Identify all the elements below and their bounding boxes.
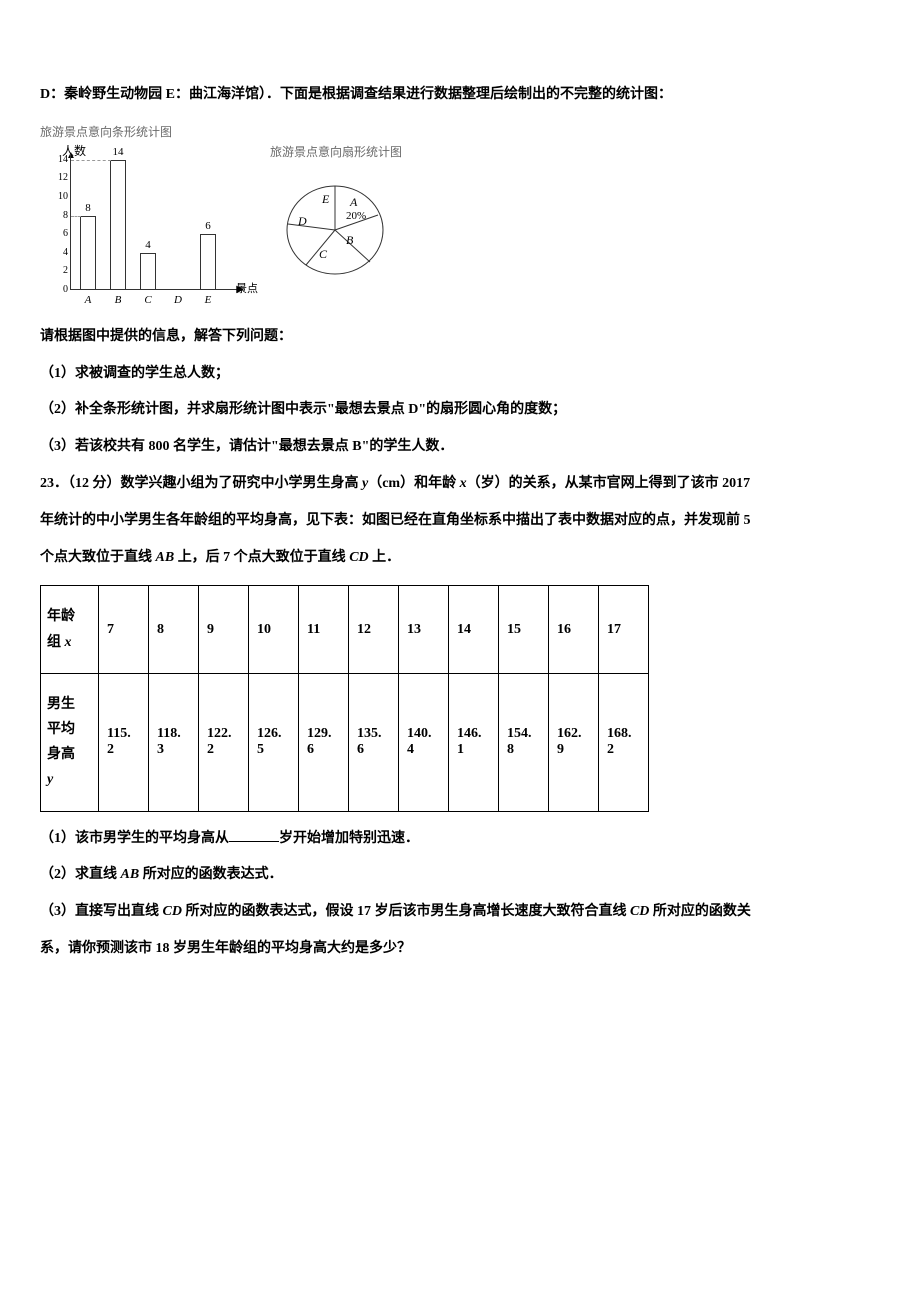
table-cell: 154.8 — [499, 673, 549, 811]
problem-23-line3: 个点大致位于直线 AB 上，后 7 个点大致位于直线 CD 上． — [40, 543, 880, 574]
bar — [110, 160, 126, 290]
p23-q1: （1）该市男学生的平均身高从 岁开始增加特别迅速． — [40, 824, 880, 855]
p23-l3c: 上． — [369, 550, 401, 565]
p23-q3-c: 所对应的函数关 — [649, 904, 751, 919]
pie-label-b: B — [346, 233, 354, 247]
bar — [200, 234, 216, 290]
var-x: x — [460, 476, 467, 491]
pie-chart: E A 20% D B C — [270, 170, 410, 290]
intro-line: D：秦岭野生动物园 E：曲江海洋馆）．下面是根据调查结果进行数据整理后绘制出的不… — [40, 80, 880, 111]
p23-q3-line1: （3）直接写出直线 CD 所对应的函数表达式，假设 17 岁后该市男生身高增长速… — [40, 897, 880, 928]
x-category-label: A — [85, 294, 92, 306]
height-data-table: 年龄组 x7891011121314151617 男生平均身高y115.2118.… — [40, 585, 649, 811]
p23-q3-b: 所对应的函数表达式，假设 17 岁后该市男生身高增长速度大致符合直线 — [182, 904, 630, 919]
y-unit: （cm） — [368, 476, 414, 491]
bar-chart: 人数 ▲ ▶ 景点 02468101214A8B14C4DE6 — [40, 144, 240, 304]
table-cell: 126.5 — [249, 673, 299, 811]
table-cell: 115.2 — [99, 673, 149, 811]
var-cd-3: CD — [630, 904, 649, 919]
x-category-label: E — [205, 294, 212, 306]
table-cell: 12 — [349, 586, 399, 673]
x-axis-end-label: 景点 — [236, 280, 258, 296]
pie-chart-title: 旅游景点意向扇形统计图 — [270, 143, 410, 160]
p23-q1-b: 岁开始增加特别迅速． — [279, 831, 419, 846]
y-tick: 0 — [50, 284, 68, 295]
var-cd: CD — [349, 550, 368, 565]
p23-q3-line2: 系，请你预测该市 18 岁男生年龄组的平均身高大约是多少？ — [40, 934, 880, 965]
var-cd-2: CD — [163, 904, 182, 919]
table-cell: 118.3 — [149, 673, 199, 811]
y-tick: 14 — [50, 154, 68, 165]
pie-label-a: A — [349, 195, 358, 209]
p23-l3a: 个点大致位于直线 — [40, 550, 156, 565]
table-cell: 7 — [99, 586, 149, 673]
var-ab-2: AB — [121, 867, 140, 882]
p23-q2-a: （2）求直线 — [40, 867, 121, 882]
problem-23-line2: 年统计的中小学男生各年龄组的平均身高，见下表：如图已经在直角坐标系中描出了表中数… — [40, 506, 880, 537]
y-tick: 12 — [50, 172, 68, 183]
table-cell: 162.9 — [549, 673, 599, 811]
p23-q2-b: 所对应的函数表达式． — [139, 867, 283, 882]
bar — [80, 216, 96, 290]
row-header-age: 年龄组 x — [41, 586, 99, 673]
x-category-label: D — [174, 294, 182, 306]
problem-23-line1: 23．（12 分）数学兴趣小组为了研究中小学男生身高 y（cm）和年龄 x（岁）… — [40, 469, 880, 500]
p23-q2: （2）求直线 AB 所对应的函数表达式． — [40, 860, 880, 891]
table-cell: 10 — [249, 586, 299, 673]
p23-l3b: 上，后 7 个点大致位于直线 — [174, 550, 349, 565]
p23-q3-a: （3）直接写出直线 — [40, 904, 163, 919]
x-category-label: B — [115, 294, 122, 306]
table-cell: 9 — [199, 586, 249, 673]
question-intro: 请根据图中提供的信息，解答下列问题： — [40, 322, 880, 353]
table-cell: 168.2 — [599, 673, 649, 811]
bar-chart-title: 旅游景点意向条形统计图 — [40, 123, 240, 140]
table-cell: 122.2 — [199, 673, 249, 811]
dash-line — [71, 216, 81, 217]
table-cell: 16 — [549, 586, 599, 673]
table-cell: 14 — [449, 586, 499, 673]
pie-chart-container: 旅游景点意向扇形统计图 E A 20% D B C — [270, 143, 410, 304]
pie-label-e: E — [321, 192, 330, 206]
y-tick: 6 — [50, 228, 68, 239]
bar — [140, 253, 156, 290]
bar-chart-container: 旅游景点意向条形统计图 人数 ▲ ▶ 景点 02468101214A8B14C4… — [40, 123, 240, 304]
question-3: （3）若该校共有 800 名学生，请估计"最想去景点 B"的学生人数． — [40, 432, 880, 463]
bar-value-label: 8 — [85, 202, 91, 214]
table-cell: 17 — [599, 586, 649, 673]
x-unit: （岁）的关系，从某市官网上得到了该市 2017 — [467, 476, 751, 491]
pie-label-c: C — [319, 247, 328, 261]
question-1: （1）求被调查的学生总人数； — [40, 359, 880, 390]
y-tick: 10 — [50, 191, 68, 202]
question-2: （2）补全条形统计图，并求扇形统计图中表示"最想去景点 D"的扇形圆心角的度数； — [40, 395, 880, 426]
table-cell: 146.1 — [449, 673, 499, 811]
y-tick: 2 — [50, 265, 68, 276]
p23-q1-a: （1）该市男学生的平均身高从 — [40, 831, 229, 846]
y-tick: 8 — [50, 210, 68, 221]
charts-row: 旅游景点意向条形统计图 人数 ▲ ▶ 景点 02468101214A8B14C4… — [40, 123, 880, 304]
table-cell: 129.6 — [299, 673, 349, 811]
bar-value-label: 6 — [205, 220, 211, 232]
bar-value-label: 4 — [145, 239, 151, 251]
blank-fill — [229, 841, 279, 842]
table-cell: 11 — [299, 586, 349, 673]
p23-prefix: 23．（12 分）数学兴趣小组为了研究中小学男生身高 — [40, 476, 362, 491]
dash-line — [71, 160, 111, 161]
y-axis — [70, 154, 71, 290]
table-cell: 13 — [399, 586, 449, 673]
pie-label-a-pct: 20% — [346, 210, 366, 222]
y-tick: 4 — [50, 247, 68, 258]
bar-value-label: 14 — [113, 146, 124, 158]
var-ab: AB — [156, 550, 175, 565]
table-cell: 135.6 — [349, 673, 399, 811]
table-cell: 15 — [499, 586, 549, 673]
row-header-height: 男生平均身高y — [41, 673, 99, 811]
table-cell: 8 — [149, 586, 199, 673]
table-cell: 140.4 — [399, 673, 449, 811]
p23-mid1: 和年龄 — [414, 476, 460, 491]
x-category-label: C — [144, 294, 151, 306]
pie-label-d: D — [297, 214, 307, 228]
